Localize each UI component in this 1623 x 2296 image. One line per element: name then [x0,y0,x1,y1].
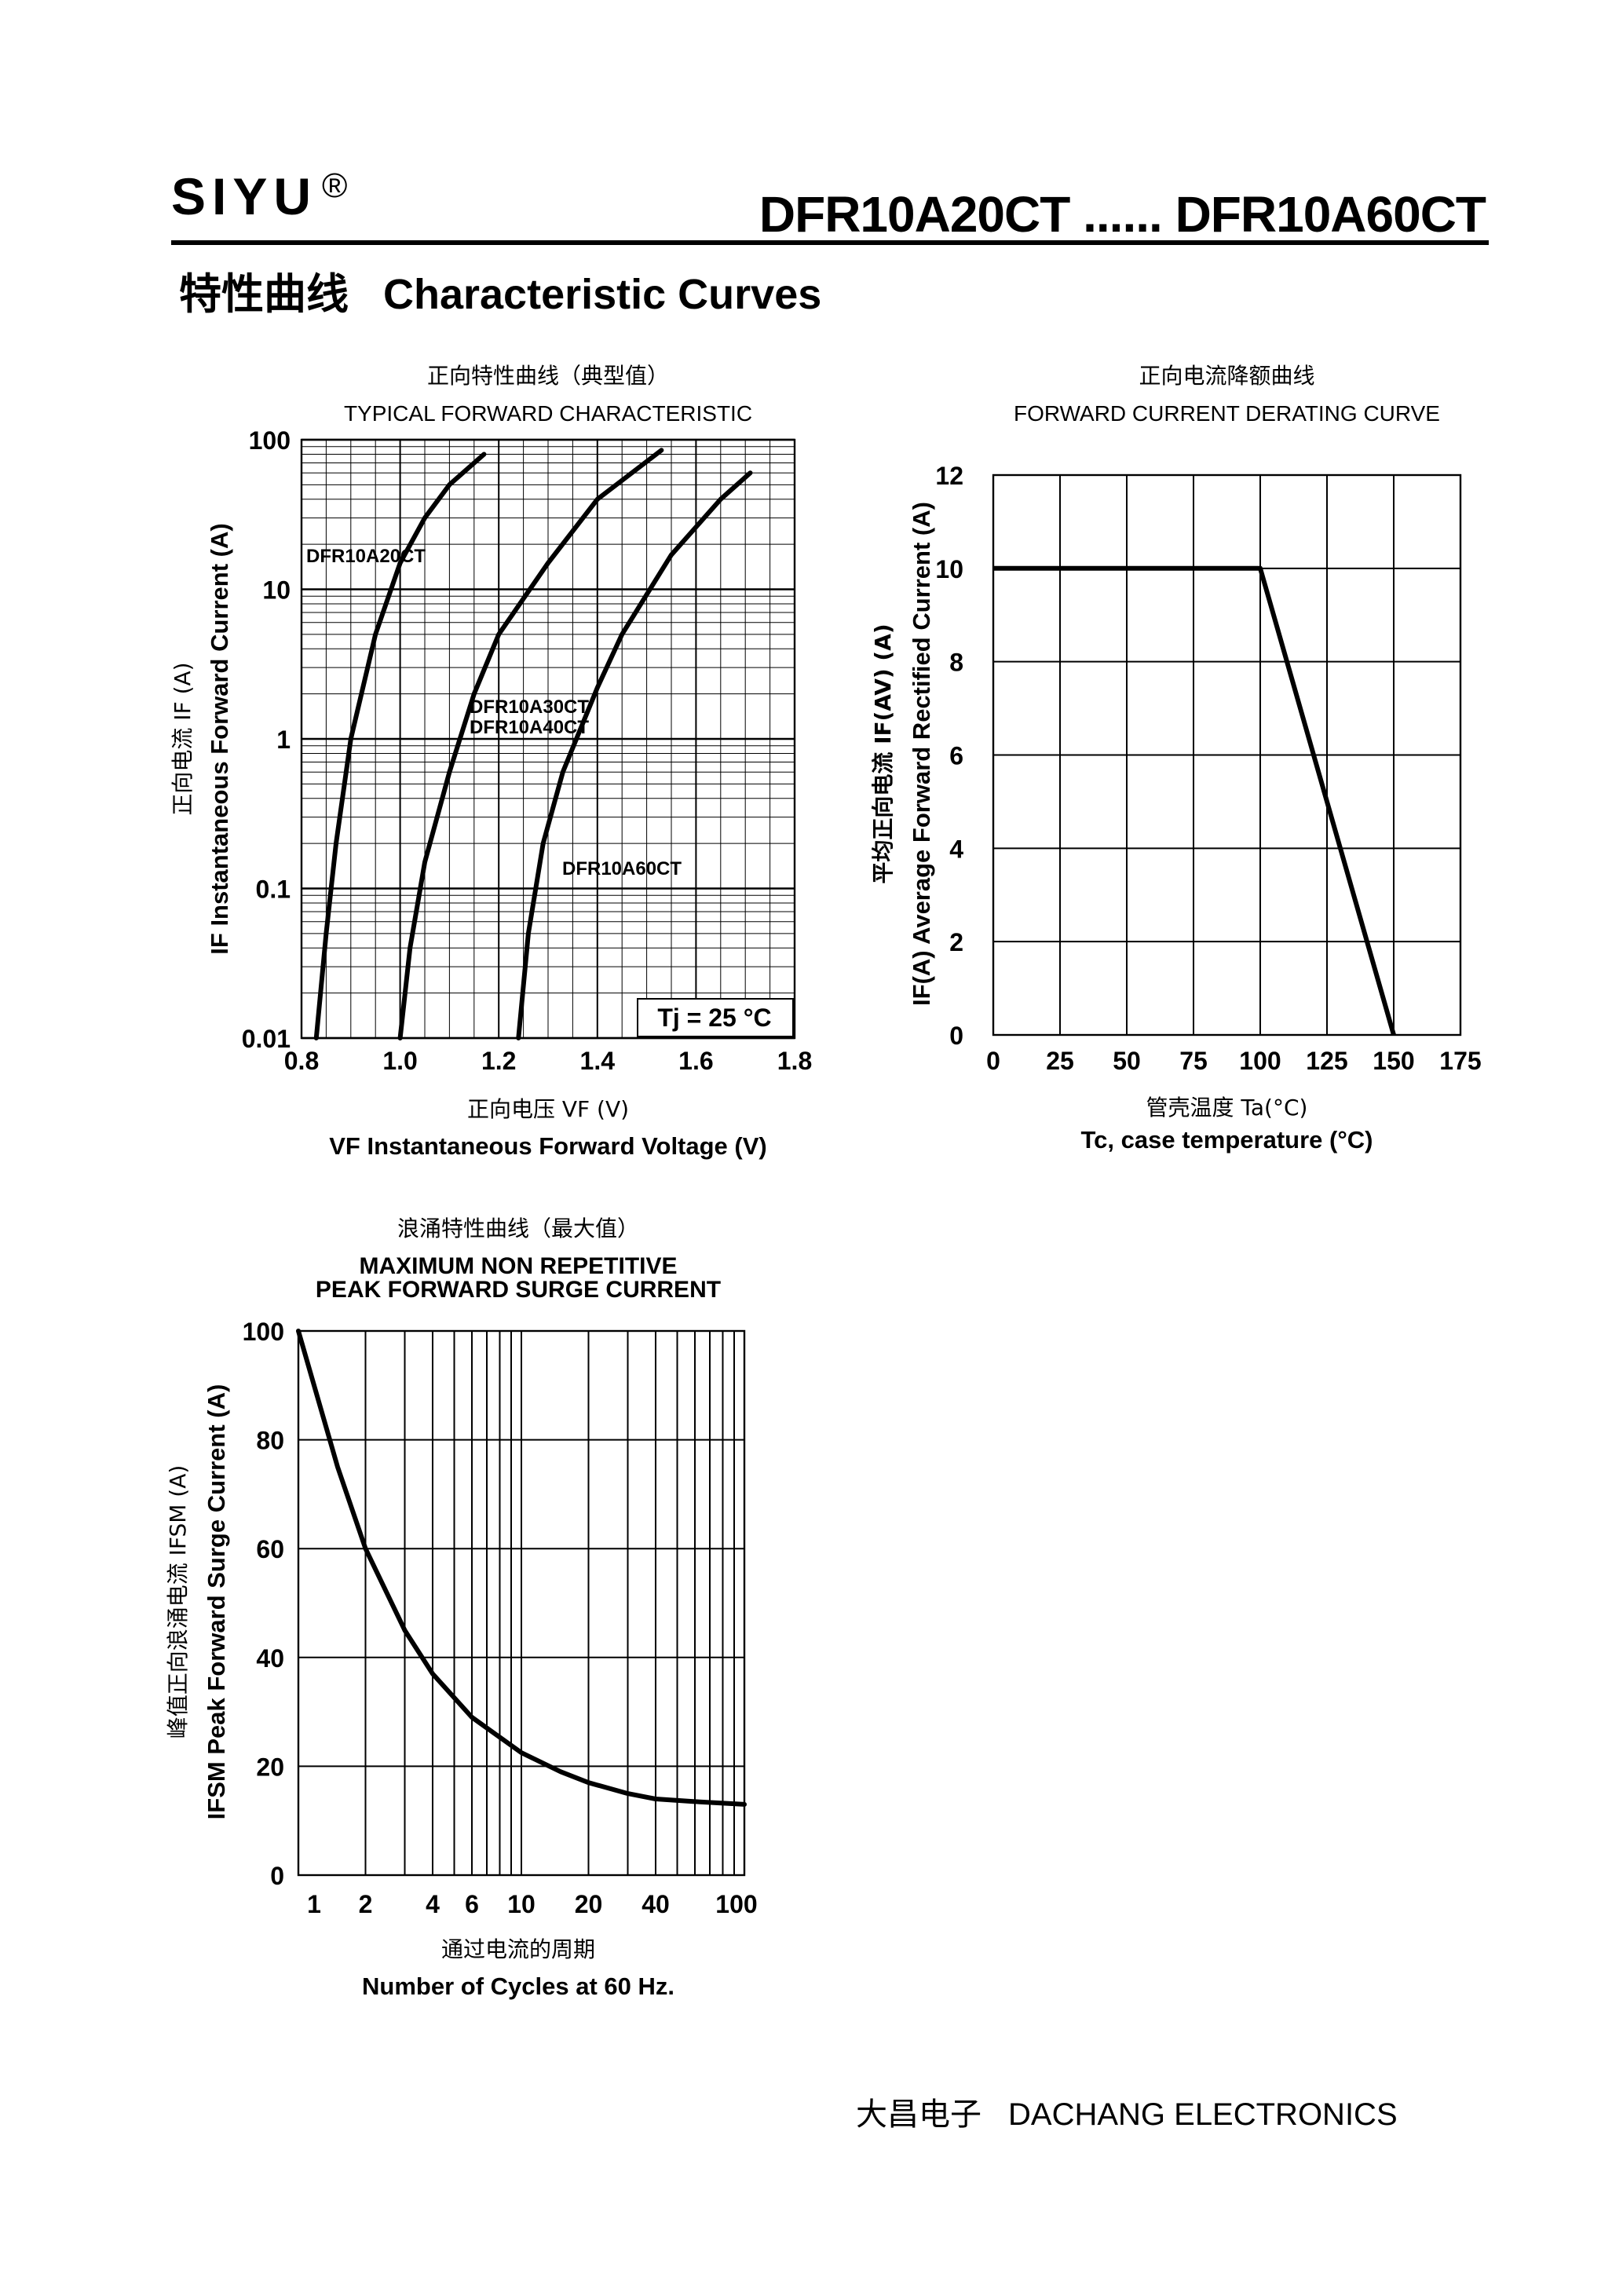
y-tick-label: 1 [276,726,291,754]
part-range-title: DFR10A20CT ...... DFR10A60CT [758,186,1486,243]
y-tick-label: 2 [949,928,963,956]
y-tick-label: 6 [949,742,963,770]
x-axis-label: Tc, case temperature (°C) [1081,1126,1373,1153]
plot-frame [297,1329,746,1877]
y-axis-label-cn: 峰值正向浪涌电流 IFSM (A) [165,1465,191,1739]
plot-frame [992,473,1462,1036]
x-tick-label: 2 [359,1890,373,1918]
section-title-cn: 特性曲线 [179,269,349,319]
x-tick-label: 1.4 [580,1047,616,1075]
x-tick-label: 125 [1306,1047,1347,1075]
y-tick-label: 10 [262,576,291,605]
x-tick-label: 1.8 [777,1047,812,1075]
annotation-temperature: Tj = 25 °C [657,1004,771,1032]
y-axis-label-cn: 平均正向电流 IF(AV) (A) [870,623,896,883]
series-label: DFR10A40CT [470,717,589,738]
data-series-line [993,565,1396,1036]
chart-title: PEAK FORWARD SURGE CURRENT [316,1277,721,1303]
y-axis-label: IF(A) Average Forward Rectified Current … [908,502,935,1006]
data-series-line [313,452,487,1040]
x-tick-label: 25 [1046,1047,1074,1075]
x-axis-label: VF Instantaneous Forward Voltage (V) [329,1132,767,1160]
chart-title-cn: 正向电流降额曲线 [1139,363,1314,389]
x-tick-label: 0 [986,1047,1000,1075]
y-tick-label: 10 [935,555,963,583]
series-label: DFR10A20CT [306,546,426,567]
derating-curve-chart: 0 25 50 75 100 125 150 175 0 2 4 6 8 10 12 正向电流降额曲线 FORW… [870,363,1482,1153]
y-axis-label: IFSM Peak Forward Surge Current (A) [203,1384,230,1820]
x-tick-label: 20 [575,1890,603,1918]
x-tick-label: 175 [1439,1047,1481,1075]
chart-title: TYPICAL FORWARD CHARACTERISTIC [344,401,752,426]
forward-characteristic-chart: 0.8 1.0 1.2 1.4 1.6 1.8 0.01 0.1 1 10 100 DFR10A20C… [170,363,812,1160]
y-tick-label: 60 [256,1535,284,1563]
surge-current-chart: 0 20 40 60 80 100 1 2 4 6 10 20 40 100 浪涌特性曲线（最大值） MAXI… [165,1216,758,2000]
header-divider [171,240,1489,245]
y-tick-label: 4 [949,835,963,863]
data-series-line [296,1329,747,1807]
plot-frame [300,438,796,1040]
chart-title-cn: 正向特性曲线（典型值） [427,363,669,389]
chart-title: MAXIMUM NON REPETITIVE [359,1253,677,1279]
annotation-box [637,998,794,1037]
x-tick-label: 1 [307,1890,321,1918]
x-axis-label: Number of Cycles at 60 Hz. [362,1972,674,2000]
chart-title: FORWARD CURRENT DERATING CURVE [1014,401,1440,426]
y-tick-label: 0.1 [256,876,291,904]
y-tick-label: 80 [256,1427,284,1455]
y-tick-label: 0 [949,1022,963,1050]
y-tick-label: 0.01 [242,1025,291,1053]
y-tick-label: 8 [949,649,963,677]
x-tick-label: 1.0 [382,1047,417,1075]
y-tick-label: 100 [249,426,291,455]
footer-company-cn: 大昌电子 [856,2097,981,2133]
y-tick-label: 20 [256,1753,284,1781]
x-tick-label: 100 [1239,1047,1281,1075]
x-tick-label: 1.6 [678,1047,713,1075]
chart-title-cn: 浪涌特性曲线（最大值） [397,1216,639,1241]
brand-logo: SIYU [171,167,318,225]
y-tick-label: 12 [935,462,963,490]
x-axis-label-cn: 管壳温度 Ta(°C) [1146,1095,1308,1121]
x-tick-label: 75 [1179,1047,1208,1075]
series-label: DFR10A60CT [562,858,682,879]
x-tick-label: 150 [1373,1047,1414,1075]
x-axis-label-cn: 正向电压 VF (V) [467,1096,629,1122]
data-series-line [516,470,753,1040]
section-title-en: Characteristic Curves [383,271,822,318]
y-tick-label: 40 [256,1644,284,1673]
data-series-line [397,448,664,1040]
x-tick-label: 6 [465,1890,479,1918]
section-title: 特性曲线 Characteristic Curves [179,259,821,321]
x-tick-label: 4 [426,1890,440,1918]
x-tick-label: 10 [507,1890,536,1918]
footer-company: 大昌电子 DACHANG ELECTRONICS [856,2089,1398,2134]
x-tick-label: 50 [1113,1047,1141,1075]
registered-mark: ® [322,166,348,205]
x-tick-label: 0.8 [284,1047,319,1075]
x-tick-label: 40 [642,1890,670,1918]
series-label: DFR10A30CT [470,696,589,718]
y-tick-label: 100 [243,1318,284,1346]
footer-company-en: DACHANG ELECTRONICS [1008,2097,1398,2132]
x-tick-label: 1.2 [481,1047,516,1075]
y-axis-label-cn: 正向电流 IF (A) [170,662,196,815]
x-axis-label-cn: 通过电流的周期 [441,1936,595,1962]
y-axis-label: IF Instantaneous Forward Current (A) [206,523,233,954]
x-tick-label: 100 [715,1890,757,1918]
y-tick-label: 0 [270,1862,284,1890]
